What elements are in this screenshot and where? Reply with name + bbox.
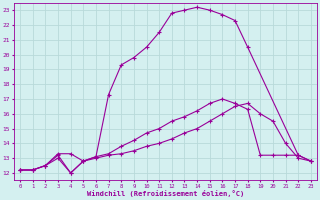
X-axis label: Windchill (Refroidissement éolien,°C): Windchill (Refroidissement éolien,°C) [87,190,244,197]
